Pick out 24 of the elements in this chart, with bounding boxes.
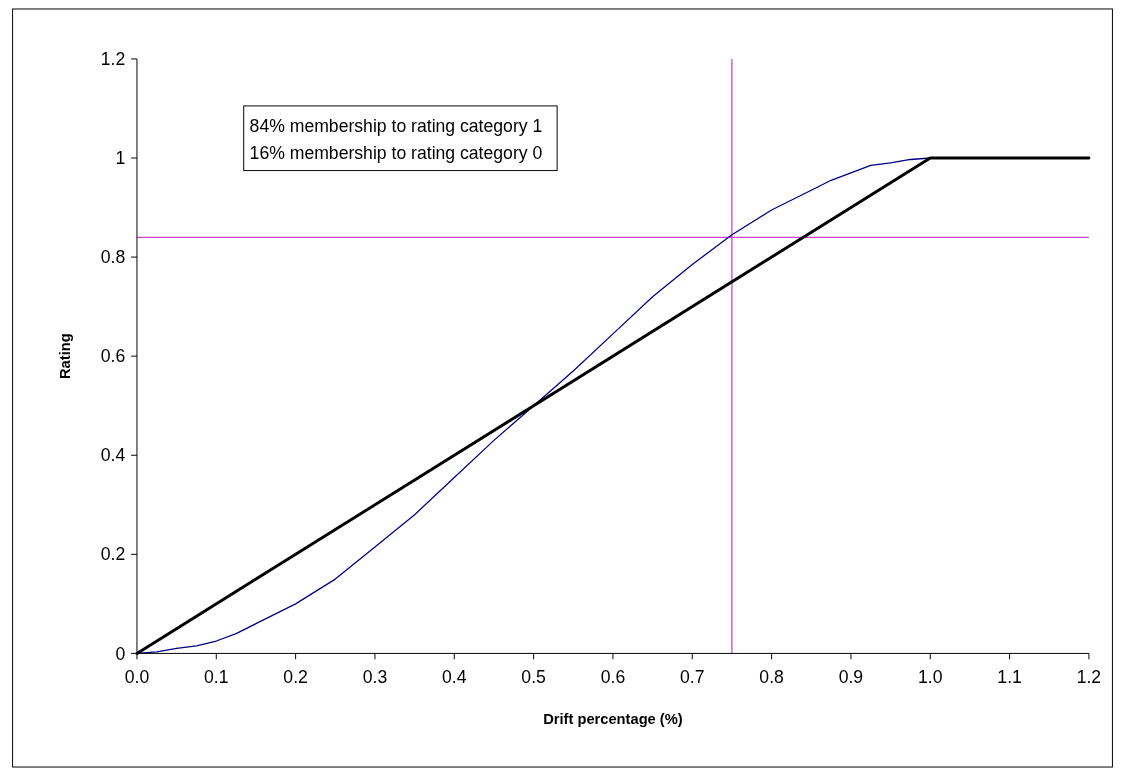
- x-tick-label: 1.2: [1076, 666, 1102, 687]
- x-tick-label: 0.2: [283, 666, 308, 687]
- x-tick-label: 0.6: [600, 666, 626, 687]
- x-tick-label: 0.4: [442, 666, 467, 687]
- x-tick-label: 0.7: [680, 666, 705, 687]
- annotation: 84% membership to rating category 1: [249, 116, 543, 137]
- x-tick-label: 0.1: [204, 666, 229, 687]
- x-tick-label: 1.0: [918, 666, 943, 687]
- x-tick-label: 0.5: [521, 666, 547, 687]
- x-tick-label: 0.3: [362, 666, 388, 687]
- y-axis-title: Rating: [57, 333, 74, 380]
- y-tick-label: 0.6: [100, 346, 126, 367]
- annotation: 16% membership to rating category 0: [249, 142, 543, 163]
- y-tick-label: 0.2: [100, 544, 126, 565]
- x-tick-label: 0.0: [124, 666, 150, 687]
- x-tick-label: 1.1: [997, 666, 1022, 687]
- y-tick-label: 0.8: [100, 247, 126, 268]
- x-tick-label: 0.8: [759, 666, 785, 687]
- y-tick-label: 1: [115, 148, 126, 169]
- x-tick-label: 0.9: [838, 666, 864, 687]
- y-tick-label: 0.4: [100, 445, 126, 466]
- x-axis-title: Drift percentage (%): [543, 710, 683, 727]
- y-tick-label: 1.2: [100, 49, 126, 70]
- y-tick-label: 0: [115, 643, 126, 664]
